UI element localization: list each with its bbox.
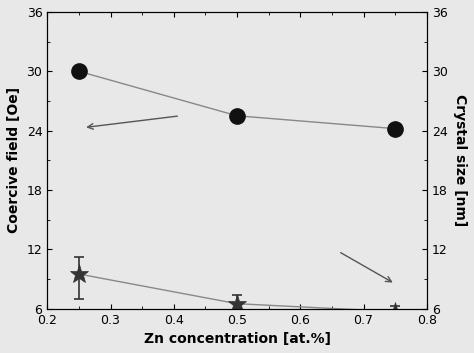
Y-axis label: Coercive field [Oe]: Coercive field [Oe] — [7, 87, 21, 233]
Y-axis label: Crystal size [nm]: Crystal size [nm] — [453, 94, 467, 226]
X-axis label: Zn concentration [at.%]: Zn concentration [at.%] — [144, 332, 330, 346]
